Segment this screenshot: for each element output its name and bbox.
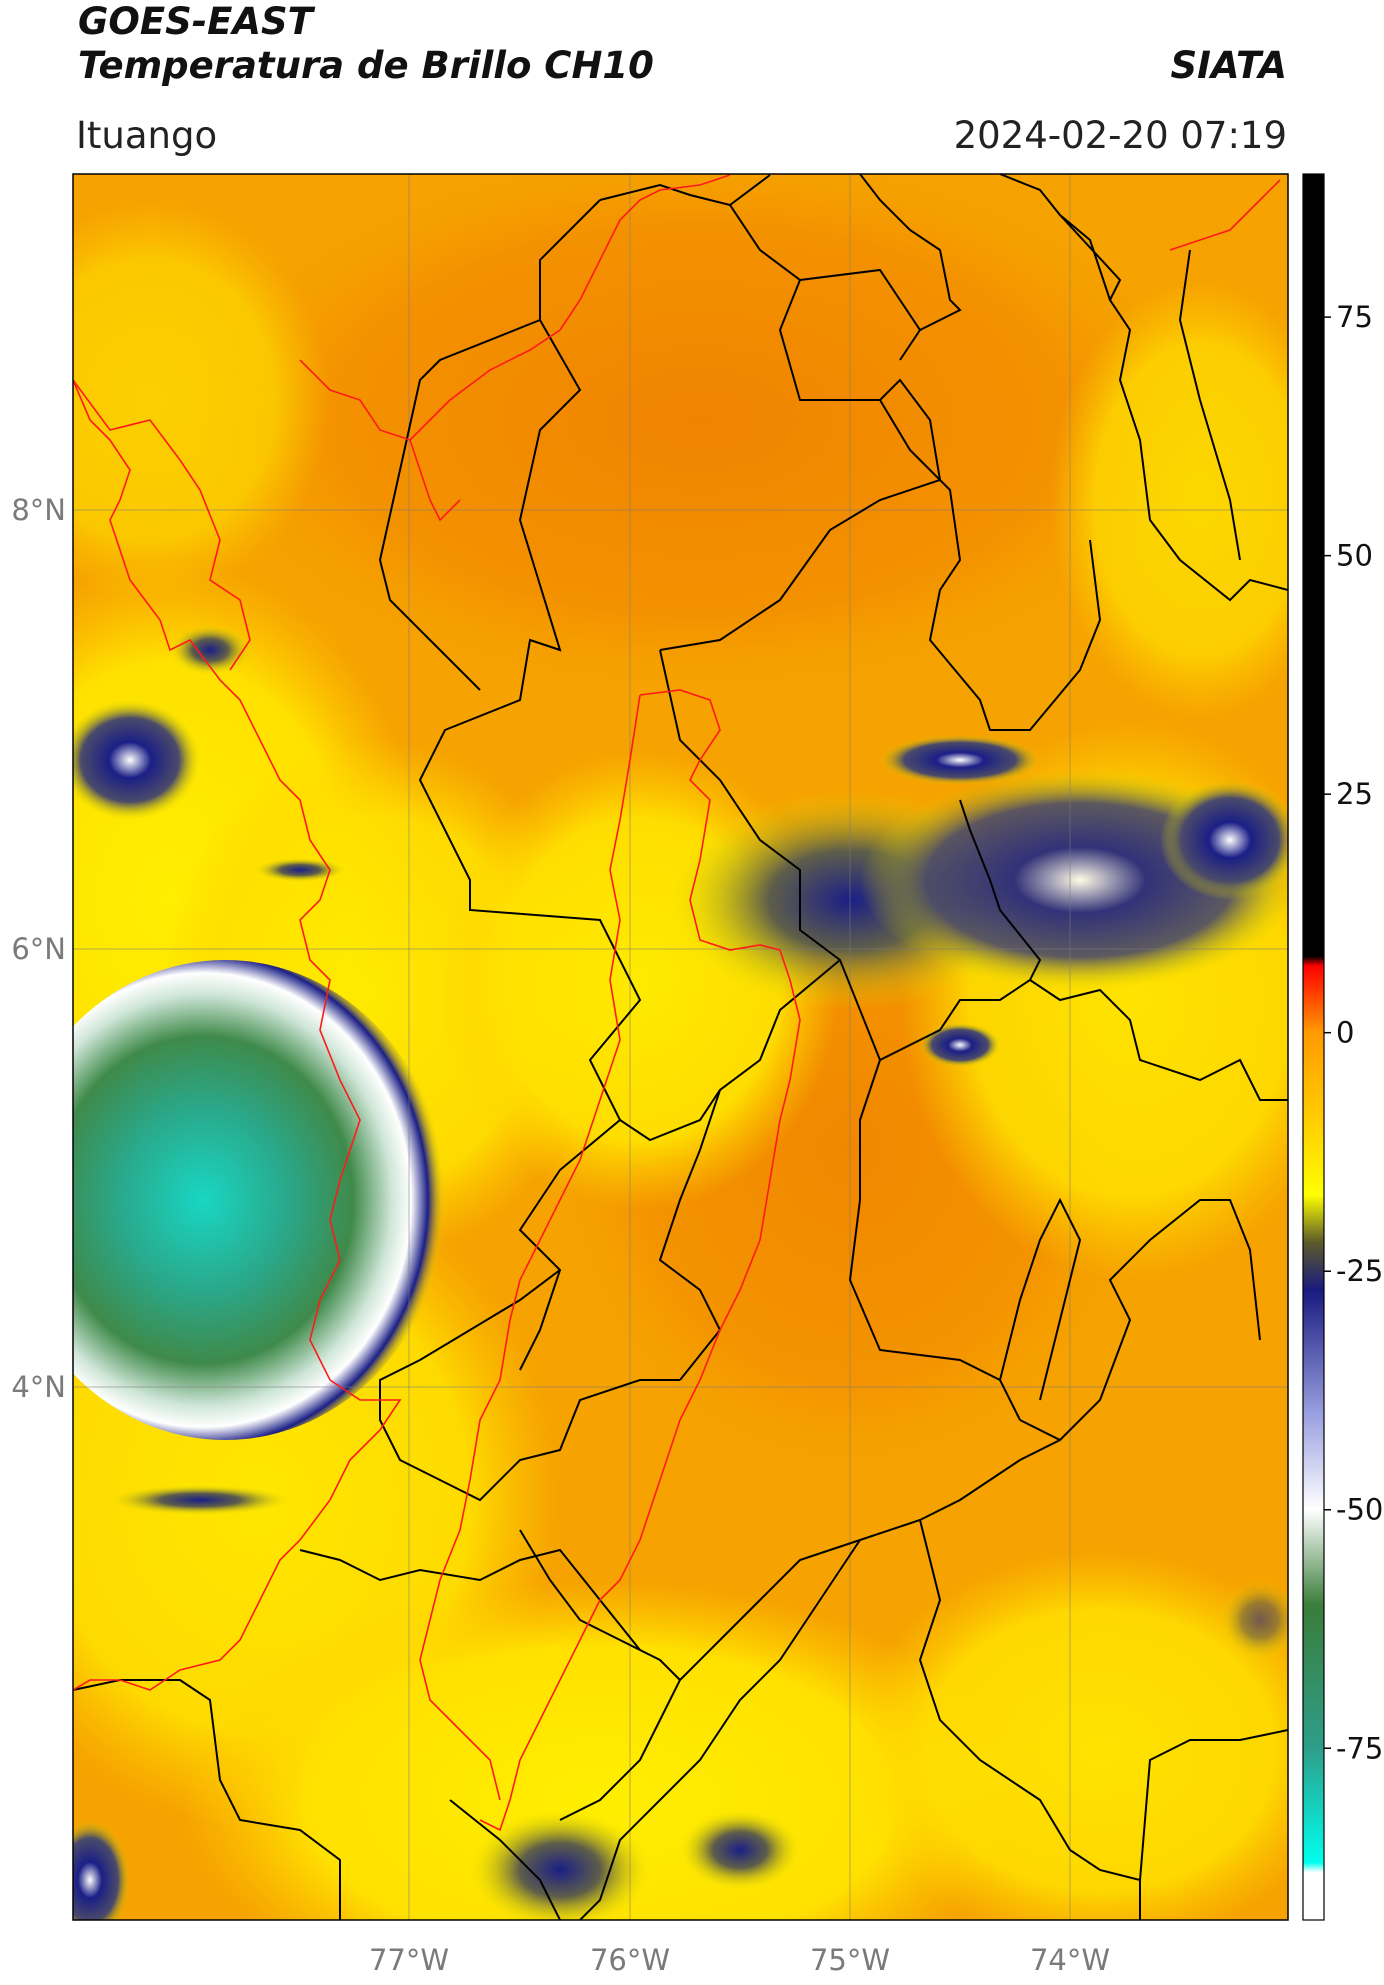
lon-tick-label: 75°W <box>810 1943 890 1977</box>
colorbar-frame <box>1302 173 1325 1921</box>
coastline-red <box>73 174 1281 1832</box>
lon-tick-label: 76°W <box>590 1943 670 1977</box>
lon-tick-label: 77°W <box>369 1943 449 1977</box>
brightness-temperature-field <box>73 174 1288 1920</box>
institution-label: SIATA <box>1170 44 1287 87</box>
colorbar-tick-label: -25 <box>1336 1254 1383 1288</box>
colorbar-ticks: 75 50 25 0 -25 -50 -75 <box>1324 300 1383 1765</box>
colorbar-tick-label: -50 <box>1336 1493 1383 1527</box>
colorbar-tick-label: -75 <box>1336 1731 1383 1765</box>
satellite-title: GOES-EAST <box>78 0 313 43</box>
colorbar-tick-label: 50 <box>1336 539 1373 573</box>
department-boundaries <box>73 174 1288 1920</box>
colorbar-tick-label: 0 <box>1336 1016 1354 1050</box>
map-frame <box>72 173 1289 1921</box>
lat-tick-label: 8°N <box>11 493 66 527</box>
lat-tick-label: 6°N <box>11 932 66 966</box>
axis-labels: 77°W 76°W 75°W 74°W 8°N 6°N 4°N <box>11 493 1110 1977</box>
colorbar-tick-label: 75 <box>1336 300 1373 334</box>
lat-tick-label: 4°N <box>11 1370 66 1404</box>
lon-tick-label: 74°W <box>1030 1943 1110 1977</box>
product-title: Temperatura de Brillo CH10 <box>78 44 654 87</box>
graticule <box>73 174 1288 1920</box>
region-label: Ituango <box>76 114 218 157</box>
colorbar-bar <box>1303 174 1324 1920</box>
colorbar-tick-label: 25 <box>1336 777 1373 811</box>
timestamp-label: 2024-02-20 07:19 <box>953 114 1287 157</box>
colorbar: 75 50 25 0 -25 -50 -75 <box>1302 173 1383 1921</box>
